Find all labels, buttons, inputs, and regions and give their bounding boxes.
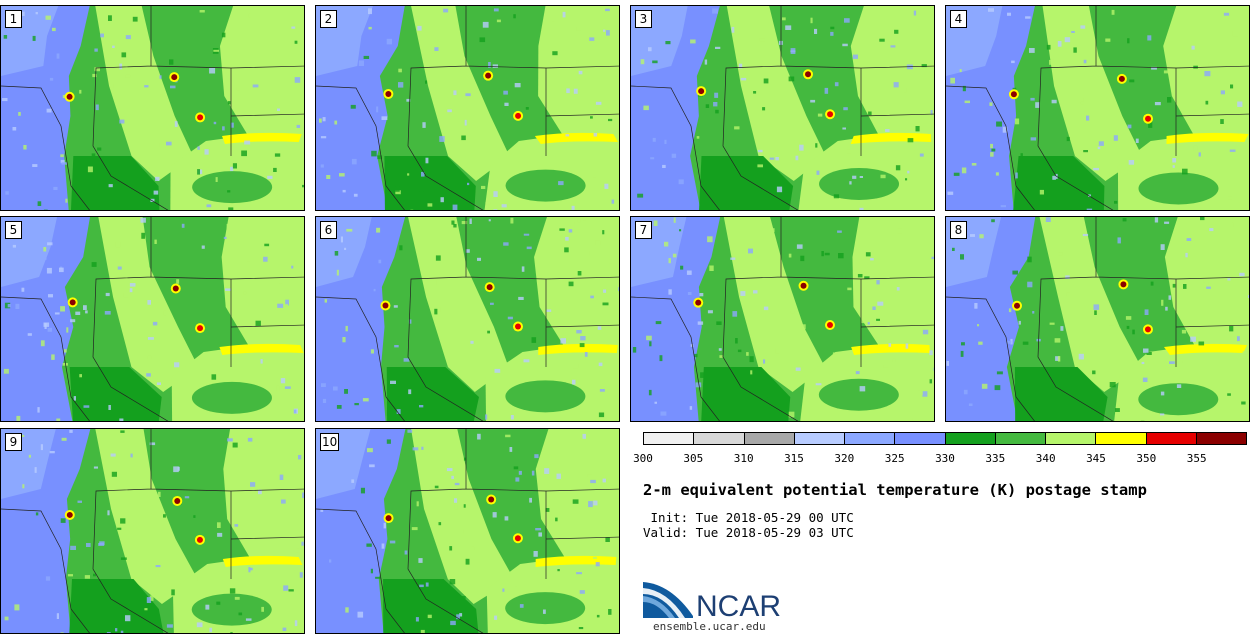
ensemble-member-panel: 10 xyxy=(315,428,620,634)
colorbar-bin xyxy=(1196,433,1246,444)
logo-url-text: ensemble.ucar.edu xyxy=(653,620,766,633)
colorbar-bin xyxy=(794,433,845,444)
theta-e-field-map xyxy=(1,6,304,210)
member-number-label: 6 xyxy=(320,221,337,239)
member-number-label: 9 xyxy=(5,433,22,451)
colorbar-tick: 320 xyxy=(834,452,855,465)
colorbar-bin xyxy=(644,433,695,444)
colorbar-tick: 330 xyxy=(935,452,955,465)
logo-wordmark: NCAR xyxy=(696,590,781,622)
colorbar xyxy=(643,432,1247,445)
ncar-logo: NCAR xyxy=(643,582,781,622)
colorbar-tick: 350 xyxy=(1136,452,1157,465)
member-number-label: 3 xyxy=(635,10,652,28)
colorbar-bin xyxy=(1146,433,1197,444)
member-number-label: 4 xyxy=(950,10,967,28)
theta-e-field-map xyxy=(631,217,934,421)
valid-time: Valid: Tue 2018-05-29 03 UTC xyxy=(643,525,854,540)
ensemble-member-panel: 1 xyxy=(0,5,305,211)
colorbar-tick: 315 xyxy=(784,452,804,465)
colorbar-bin xyxy=(744,433,795,444)
theta-e-field-map xyxy=(1,429,304,633)
colorbar-tick: 335 xyxy=(985,452,1006,465)
ensemble-member-panel: 3 xyxy=(630,5,935,211)
colorbar-bin xyxy=(1046,433,1097,444)
theta-e-field-map xyxy=(316,429,619,633)
ensemble-member-panel: 5 xyxy=(0,216,305,422)
theta-e-field-map xyxy=(316,217,619,421)
theta-e-field-map xyxy=(946,6,1249,210)
colorbar-bin xyxy=(895,433,946,444)
ensemble-member-panel: 2 xyxy=(315,5,620,211)
member-number-label: 5 xyxy=(5,221,22,239)
colorbar-tick: 310 xyxy=(733,452,754,465)
colorbar-tick: 325 xyxy=(884,452,905,465)
init-time: Init: Tue 2018-05-29 00 UTC xyxy=(643,510,854,525)
colorbar-tick: 340 xyxy=(1035,452,1056,465)
member-number-label: 2 xyxy=(320,10,337,28)
colorbar-tick: 300 xyxy=(633,452,653,465)
theta-e-field-map xyxy=(946,217,1249,421)
theta-e-field-map xyxy=(1,217,304,421)
member-number-label: 7 xyxy=(635,221,652,239)
ensemble-member-panel: 4 xyxy=(945,5,1250,211)
colorbar-bin xyxy=(995,433,1046,444)
figure-title: 2-m equivalent potential temperature (K)… xyxy=(643,481,1147,499)
colorbar-tick: 305 xyxy=(683,452,704,465)
colorbar-bin xyxy=(945,433,996,444)
member-number-label: 8 xyxy=(950,221,967,239)
member-number-label: 10 xyxy=(320,433,340,451)
colorbar-tick: 355 xyxy=(1186,452,1207,465)
colorbar-bin xyxy=(845,433,896,444)
theta-e-field-map xyxy=(631,6,934,210)
ensemble-member-panel: 8 xyxy=(945,216,1250,422)
ensemble-member-panel: 9 xyxy=(0,428,305,634)
ensemble-member-panel: 7 xyxy=(630,216,935,422)
colorbar-bin xyxy=(1096,433,1147,444)
theta-e-field-map xyxy=(316,6,619,210)
colorbar-tick: 345 xyxy=(1086,452,1106,465)
member-number-label: 1 xyxy=(5,10,22,28)
colorbar-bin xyxy=(694,433,745,444)
ensemble-member-panel: 6 xyxy=(315,216,620,422)
